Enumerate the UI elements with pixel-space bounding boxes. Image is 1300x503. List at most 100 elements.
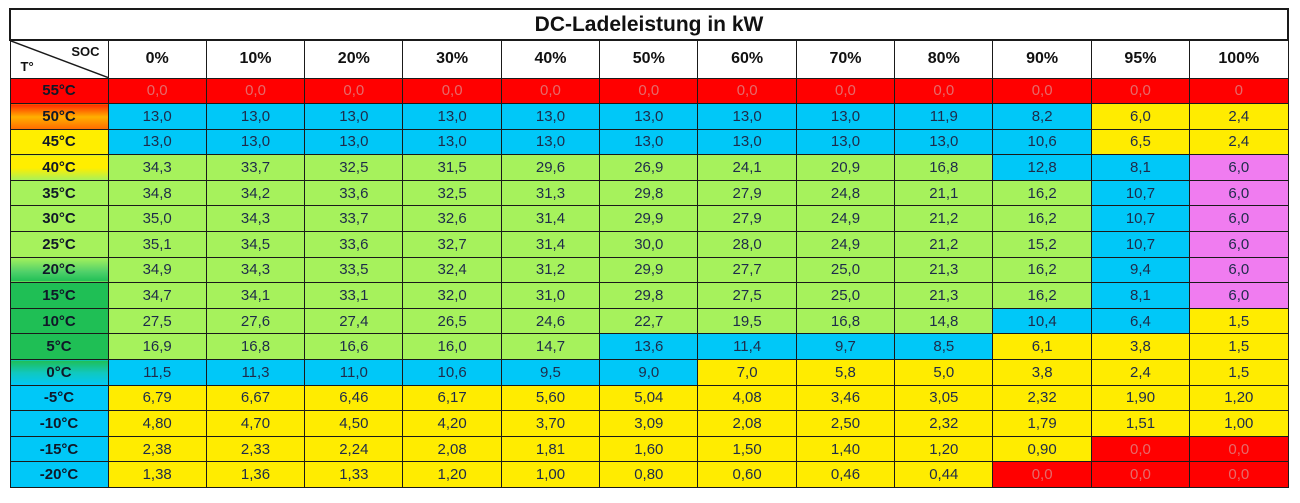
power-value-cell: 27,9: [697, 179, 797, 207]
power-value-cell: 28,0: [697, 231, 797, 258]
row-header-temperature: -5°C: [9, 384, 109, 412]
table-row: 10°C 27,5 27,6 27,4 26,5 24,6 22,7 19,5 16,8 14,8…: [9, 307, 1289, 335]
power-value-cell: 9,0: [599, 359, 699, 386]
power-value-cell: 6,5: [1090, 128, 1191, 156]
table-row: -15°C 2,38 2,33 2,24 2,08 1,81 1,60 1,50 1,40 1,2…: [9, 435, 1289, 463]
power-value-cell: 32,7: [402, 231, 502, 258]
power-value-cell: 29,9: [599, 256, 699, 284]
power-value-cell: 21,3: [894, 256, 994, 284]
power-value-cell: 31,3: [500, 179, 601, 207]
power-value-cell: 1,5: [1189, 307, 1289, 335]
power-value-cell: 34,3: [205, 256, 306, 284]
column-header-soc: 10%: [205, 39, 306, 79]
power-value-cell: 26,5: [402, 307, 502, 335]
power-value-cell: 5,04: [599, 384, 699, 412]
power-value-cell: 25,0: [795, 256, 896, 284]
power-value-cell: 27,5: [697, 282, 797, 309]
power-value-cell: 13,6: [599, 333, 699, 361]
power-value-cell: 33,5: [304, 256, 404, 284]
power-value-cell: 8,1: [1090, 282, 1191, 309]
table-row: 25°C 35,1 34,5 33,6 32,7 31,4 30,0 28,0 24,9 21,2…: [9, 231, 1289, 258]
table-row: 45°C 13,0 13,0 13,0 13,0 13,0 13,0 13,0 13,0 13,0…: [9, 128, 1289, 156]
power-value-cell: 4,20: [402, 410, 502, 437]
table-row: 50°C 13,0 13,0 13,0 13,0 13,0 13,0 13,0 13,0 11,9…: [9, 103, 1289, 130]
soc-axis-label: SOC: [71, 44, 100, 59]
power-value-cell: 34,9: [107, 256, 207, 284]
row-header-temperature: 30°C: [9, 205, 109, 233]
column-header-soc: 0%: [107, 39, 207, 79]
power-value-cell: 1,60: [599, 435, 699, 463]
column-header-soc: 30%: [402, 39, 502, 79]
power-value-cell: 31,4: [500, 205, 601, 233]
power-value-cell: 6,67: [205, 384, 306, 412]
header-row: SOC T° 0% 10% 20% 30% 40% 50% 60% 70% 80% 90% 95% 1…: [9, 39, 1289, 79]
row-header-temperature: 25°C: [9, 231, 109, 258]
table-row: -5°C 6,79 6,67 6,46 6,17 5,60 5,04 4,08 3,46 3,05…: [9, 384, 1289, 412]
power-value-cell: 1,79: [992, 410, 1092, 437]
column-header-soc: 20%: [304, 39, 404, 79]
power-value-cell: 22,7: [599, 307, 699, 335]
power-value-cell: 15,2: [992, 231, 1092, 258]
power-value-cell: 2,32: [992, 384, 1092, 412]
power-value-cell: 21,3: [894, 282, 994, 309]
power-value-cell: 13,0: [107, 103, 207, 130]
power-value-cell: 34,7: [107, 282, 207, 309]
power-value-cell: 0,44: [894, 461, 994, 488]
row-header-temperature: 20°C: [9, 256, 109, 284]
power-value-cell: 6,46: [304, 384, 404, 412]
power-value-cell: 14,7: [500, 333, 601, 361]
power-value-cell: 0,0: [992, 77, 1092, 105]
power-value-cell: 0,0: [697, 77, 797, 105]
power-value-cell: 0,0: [1090, 435, 1191, 463]
power-value-cell: 1,5: [1189, 359, 1289, 386]
power-value-cell: 24,6: [500, 307, 601, 335]
power-value-cell: 31,4: [500, 231, 601, 258]
power-value-cell: 2,38: [107, 435, 207, 463]
power-value-cell: 3,70: [500, 410, 601, 437]
power-value-cell: 6,0: [1189, 205, 1289, 233]
power-value-cell: 1,00: [500, 461, 601, 488]
power-value-cell: 35,1: [107, 231, 207, 258]
power-value-cell: 1,38: [107, 461, 207, 488]
power-value-cell: 24,8: [795, 179, 896, 207]
power-value-cell: 2,4: [1189, 103, 1289, 130]
power-value-cell: 3,8: [1090, 333, 1191, 361]
power-value-cell: 11,0: [304, 359, 404, 386]
power-value-cell: 10,6: [992, 128, 1092, 156]
power-value-cell: 16,2: [992, 282, 1092, 309]
power-value-cell: 3,09: [599, 410, 699, 437]
power-value-cell: 1,51: [1090, 410, 1191, 437]
power-value-cell: 33,1: [304, 282, 404, 309]
power-value-cell: 13,0: [599, 103, 699, 130]
charging-power-table: DC-Ladeleistung in kW SOC T° 0% 10% 20% 30%…: [9, 8, 1289, 488]
power-value-cell: 27,4: [304, 307, 404, 335]
power-value-cell: 13,0: [500, 128, 601, 156]
power-value-cell: 16,0: [402, 333, 502, 361]
power-value-cell: 1,50: [697, 435, 797, 463]
power-value-cell: 12,8: [992, 154, 1092, 181]
power-value-cell: 6,1: [992, 333, 1092, 361]
power-value-cell: 6,0: [1189, 179, 1289, 207]
row-header-temperature: 35°C: [9, 179, 109, 207]
row-header-temperature: 0°C: [9, 359, 109, 386]
power-value-cell: 2,50: [795, 410, 896, 437]
power-value-cell: 13,0: [402, 128, 502, 156]
power-value-cell: 0,0: [795, 77, 896, 105]
power-value-cell: 1,20: [1189, 384, 1289, 412]
power-value-cell: 5,0: [894, 359, 994, 386]
table-row: 0°C 11,5 11,3 11,0 10,6 9,5 9,0 7,0 5,8 5,0 3,8 2,4…: [9, 359, 1289, 386]
power-value-cell: 13,0: [894, 128, 994, 156]
power-value-cell: 3,46: [795, 384, 896, 412]
power-value-cell: 13,0: [107, 128, 207, 156]
power-value-cell: 4,80: [107, 410, 207, 437]
power-value-cell: 0,0: [599, 77, 699, 105]
power-value-cell: 29,8: [599, 179, 699, 207]
power-value-cell: 1,33: [304, 461, 404, 488]
power-value-cell: 13,0: [304, 128, 404, 156]
column-header-soc: 50%: [599, 39, 699, 79]
column-header-soc: 95%: [1090, 39, 1191, 79]
power-value-cell: 13,0: [304, 103, 404, 130]
power-value-cell: 30,0: [599, 231, 699, 258]
power-value-cell: 6,0: [1189, 256, 1289, 284]
column-header-soc: 80%: [894, 39, 994, 79]
